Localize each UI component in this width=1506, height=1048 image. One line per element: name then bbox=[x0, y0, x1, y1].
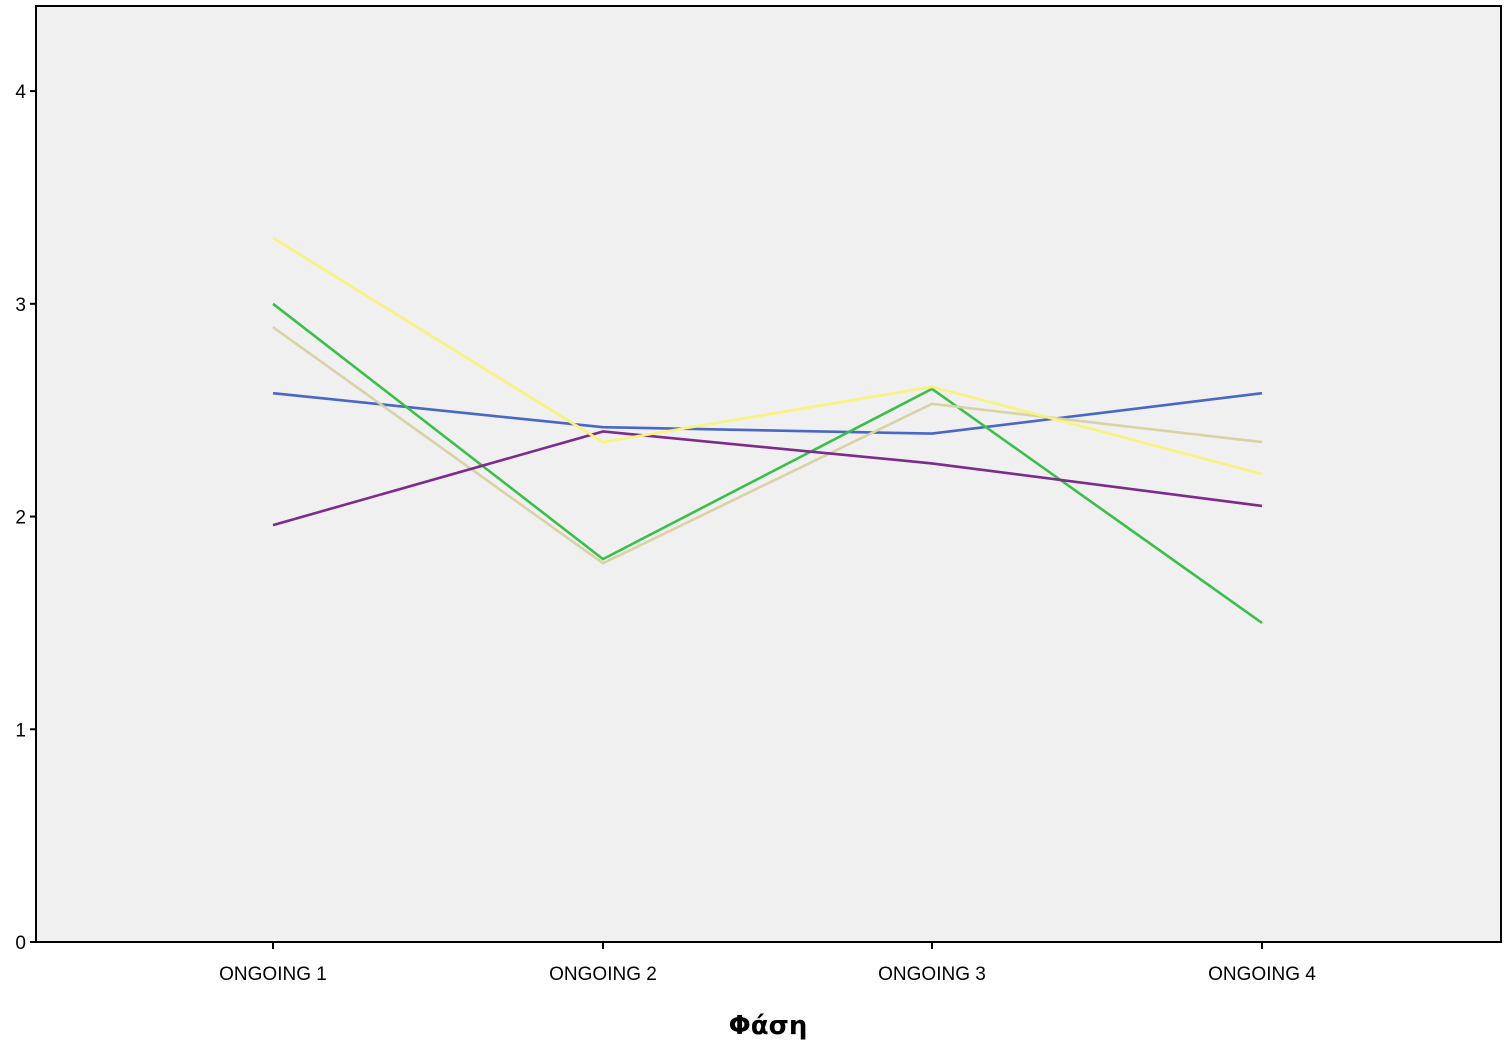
series-line-4 bbox=[272, 430, 1263, 527]
y-tick-label: 4 bbox=[15, 82, 26, 103]
series-line-3 bbox=[272, 326, 1263, 565]
series-line-2 bbox=[272, 302, 1263, 624]
y-axis: 0 1 2 3 4 bbox=[15, 82, 36, 954]
x-tick-label: ONGOING 2 bbox=[549, 964, 657, 985]
y-tick-label: 3 bbox=[15, 295, 26, 316]
x-axis: ONGOING 1 ONGOING 2 ONGOING 3 ONGOING 4 bbox=[219, 942, 1316, 985]
y-tick-label: 2 bbox=[15, 508, 26, 529]
y-tick-label: 1 bbox=[15, 720, 26, 741]
series-layer bbox=[272, 236, 1263, 624]
x-tick-label: ONGOING 4 bbox=[1208, 964, 1316, 985]
x-axis-title: Φάση bbox=[729, 1011, 808, 1041]
y-tick-label: 0 bbox=[15, 933, 26, 954]
x-tick-label: ONGOING 1 bbox=[219, 964, 327, 985]
series-line-5 bbox=[272, 236, 1263, 476]
series-line-1 bbox=[272, 391, 1263, 435]
x-tick-label: ONGOING 3 bbox=[878, 964, 986, 985]
